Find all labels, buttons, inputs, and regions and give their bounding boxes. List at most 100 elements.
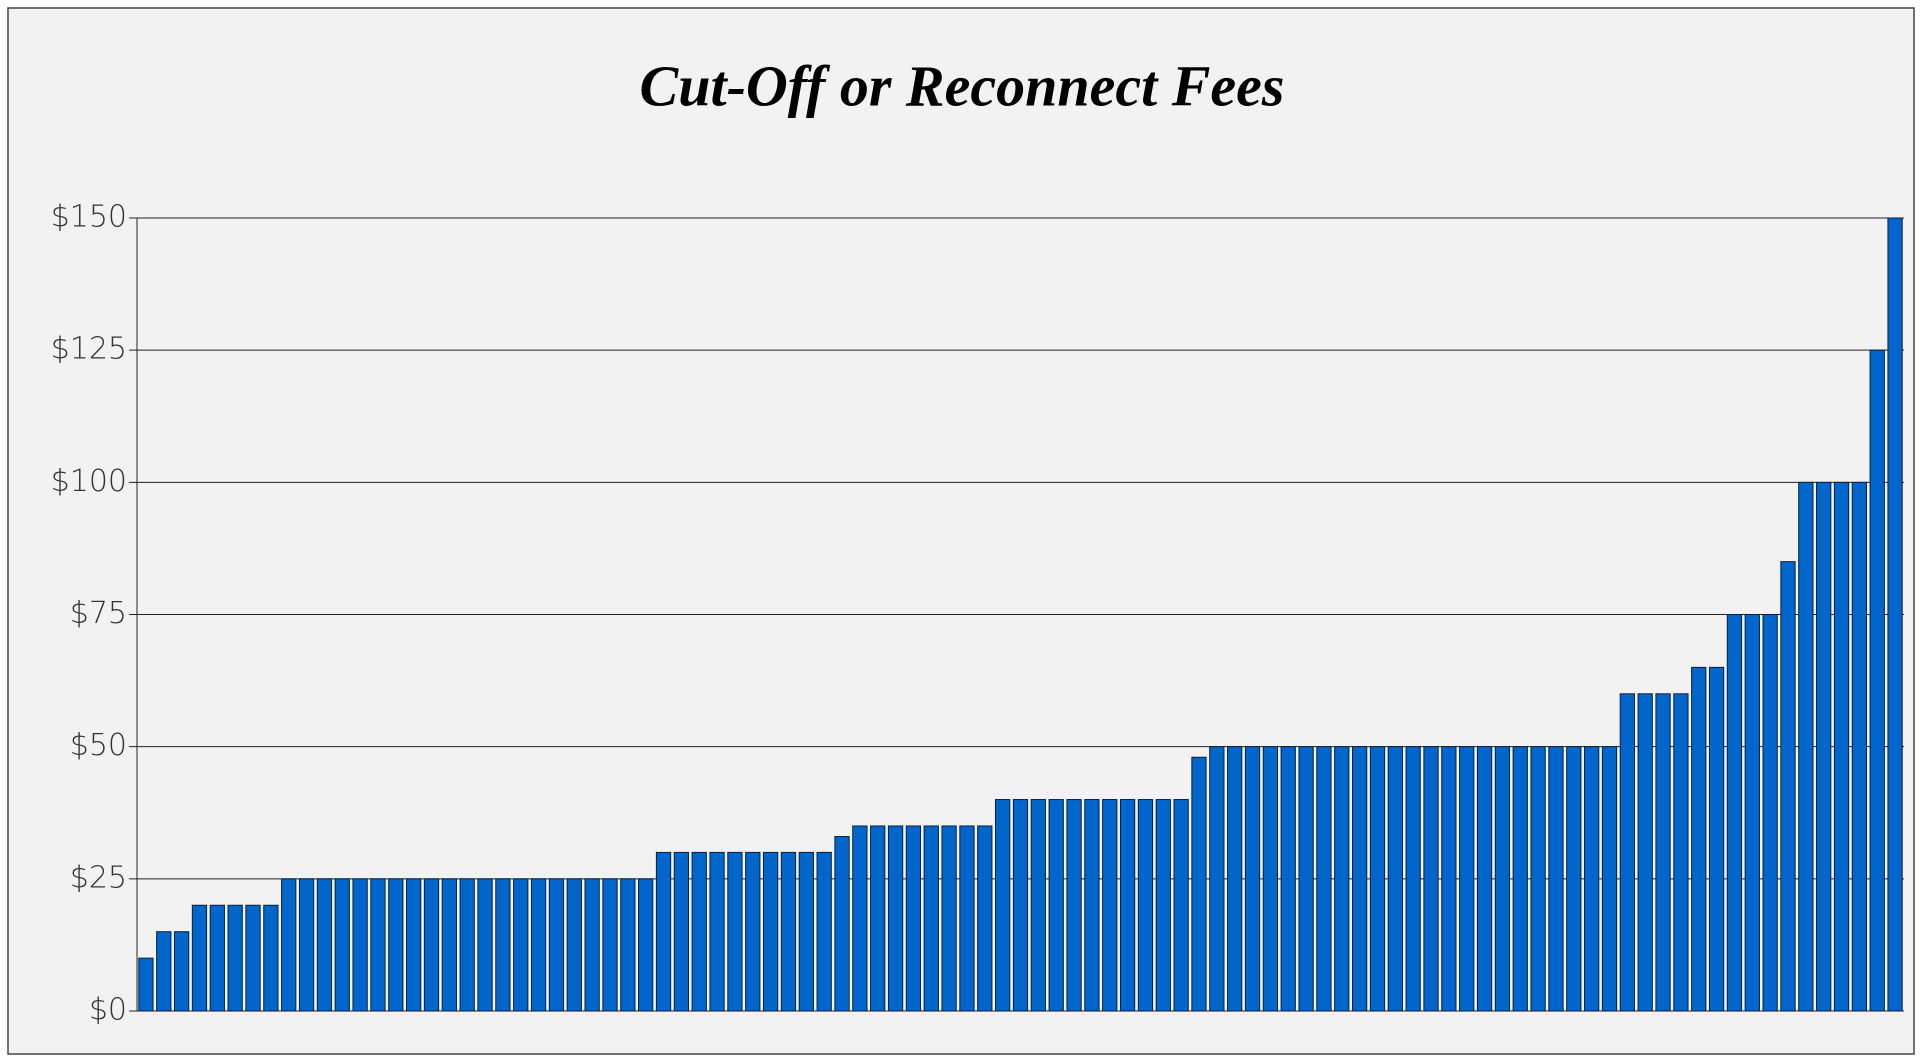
bar — [191, 904, 208, 1012]
bar — [1066, 799, 1082, 1012]
bar — [1387, 746, 1403, 1012]
bar — [156, 931, 172, 1012]
bar — [638, 878, 654, 1012]
bar — [1280, 746, 1296, 1012]
bar — [1262, 746, 1279, 1012]
bar — [1637, 693, 1653, 1012]
bar — [870, 825, 886, 1012]
bar — [406, 878, 422, 1012]
bar — [1191, 756, 1207, 1012]
bar — [1655, 693, 1671, 1012]
bar — [1137, 799, 1154, 1012]
bar — [1530, 746, 1546, 1012]
bar — [1566, 746, 1582, 1012]
bar — [745, 851, 761, 1012]
bar — [227, 904, 243, 1012]
bar — [1798, 481, 1814, 1012]
bar — [495, 878, 511, 1012]
bar — [1030, 799, 1046, 1012]
y-tick-label: $100 — [51, 464, 127, 499]
bar — [298, 878, 315, 1012]
bar — [673, 851, 690, 1012]
bar — [1494, 746, 1511, 1012]
bar — [1619, 693, 1635, 1012]
bar — [1762, 614, 1778, 1012]
bar — [1316, 746, 1332, 1012]
bar — [887, 825, 904, 1012]
bar — [1887, 217, 1903, 1012]
bar — [1351, 746, 1368, 1012]
bar — [1851, 481, 1868, 1012]
bar — [1548, 746, 1564, 1012]
y-tick-label: $0 — [89, 993, 127, 1028]
bar — [245, 904, 261, 1012]
bar — [959, 825, 975, 1012]
bar — [1708, 666, 1725, 1012]
bar — [513, 878, 529, 1012]
bar — [173, 931, 190, 1012]
bar — [1155, 799, 1171, 1012]
bar — [1244, 746, 1261, 1012]
bar — [727, 851, 743, 1012]
bar — [1584, 746, 1600, 1012]
bar — [138, 957, 154, 1012]
bar — [1476, 746, 1493, 1012]
bar — [1673, 693, 1689, 1012]
chart-title: Cut-Off or Reconnect Fees — [640, 53, 1285, 118]
bar — [995, 799, 1011, 1012]
y-tick-label: $50 — [70, 728, 127, 763]
bar — [1833, 481, 1850, 1012]
bar — [1173, 799, 1189, 1012]
bar — [316, 878, 333, 1012]
bar — [834, 836, 850, 1012]
bar — [691, 851, 707, 1012]
y-tick-label: $150 — [51, 200, 127, 235]
bar — [1691, 666, 1707, 1012]
bar — [1227, 746, 1243, 1012]
bar — [620, 878, 636, 1012]
bar — [1209, 746, 1225, 1012]
bar — [905, 825, 922, 1012]
bar — [281, 878, 297, 1012]
bar — [1780, 561, 1796, 1012]
bar — [816, 851, 832, 1012]
bar — [530, 878, 547, 1012]
bar — [709, 851, 725, 1012]
y-tick-label: $125 — [51, 332, 127, 367]
bar — [459, 878, 475, 1012]
bar — [1012, 799, 1029, 1012]
bar — [352, 878, 368, 1012]
bar — [209, 904, 225, 1012]
bar — [1512, 746, 1528, 1012]
bar — [923, 825, 939, 1012]
bar — [1441, 746, 1457, 1012]
bar — [655, 851, 672, 1012]
bar — [441, 878, 457, 1012]
bar — [977, 825, 993, 1012]
bar — [548, 878, 565, 1012]
bar — [334, 878, 350, 1012]
bar — [941, 825, 957, 1012]
bar — [1601, 746, 1618, 1012]
bar — [566, 878, 582, 1012]
bar — [1816, 481, 1832, 1012]
bar — [1744, 614, 1760, 1012]
bar — [1369, 746, 1386, 1012]
bar — [1459, 746, 1475, 1012]
bar — [370, 878, 386, 1012]
bar — [1726, 614, 1743, 1012]
bar — [477, 878, 493, 1012]
bar — [762, 851, 779, 1012]
bar — [1298, 746, 1314, 1012]
bar — [1048, 799, 1064, 1012]
bar — [1423, 746, 1439, 1012]
bar — [602, 878, 618, 1012]
bar — [1869, 349, 1885, 1012]
bar — [798, 851, 814, 1012]
bar — [1119, 799, 1136, 1012]
bar — [1084, 799, 1100, 1012]
y-tick-label: $25 — [70, 860, 127, 895]
bar — [852, 825, 868, 1012]
bar — [584, 878, 600, 1012]
